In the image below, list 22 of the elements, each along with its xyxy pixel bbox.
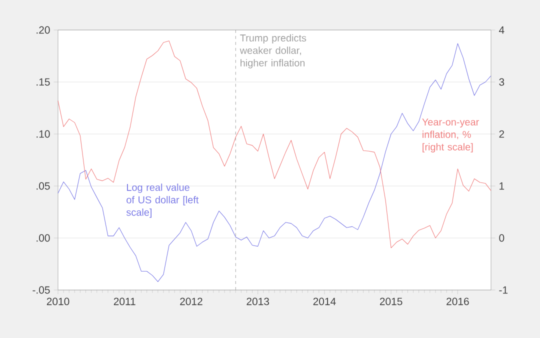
y-tick-label: .00: [36, 234, 50, 242]
x-tick-label: 2016: [446, 298, 469, 306]
x-tick-label: 2015: [380, 298, 402, 306]
y-tick-label: -.05: [32, 286, 50, 294]
y2-tick-label: 4: [498, 26, 504, 34]
y-tick-label: .15: [36, 78, 50, 86]
y2-tick-label: 0: [499, 234, 504, 242]
y2-tick-label: 2: [499, 130, 504, 138]
y-tick-label: .10: [36, 130, 50, 138]
y-tick-label: .20: [36, 26, 50, 34]
y2-tick-label: 3: [499, 78, 504, 86]
ref-line-label: Trump predicts weaker dollar, higher inflation: [240, 34, 306, 68]
x-tick-label: 2013: [246, 298, 270, 306]
x-tick-label: 2010: [46, 298, 70, 306]
x-tick-label: 2012: [180, 298, 202, 306]
x-tick-label: 2014: [313, 298, 336, 306]
y2-tick-label: -1: [499, 286, 508, 294]
text: Year-on-year inflation, % [right scale]: [422, 118, 479, 152]
x-tick-label: 2011: [114, 298, 136, 306]
y-tick-label: .05: [36, 182, 50, 190]
series-label: Log real value of US dollar [left scale]: [126, 184, 199, 218]
y2-tick-label: 1: [500, 182, 504, 190]
